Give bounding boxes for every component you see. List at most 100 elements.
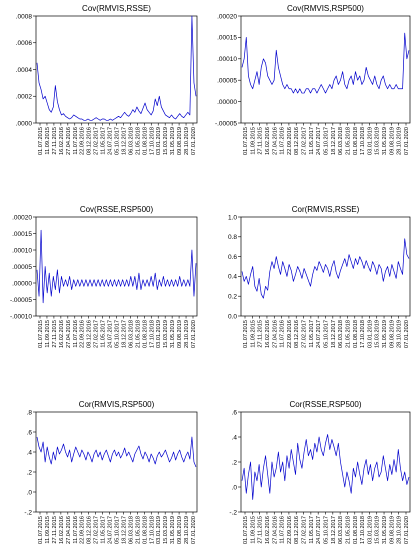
plot-frame: [35, 15, 198, 124]
x-tick-label: 16.02.2016: [59, 516, 65, 544]
x-tick-label: 27.11.2015: [52, 127, 58, 155]
x-tick-label: 11.05.2017: [101, 516, 107, 544]
x-tick-label: 22.09.2016: [287, 127, 293, 155]
chart-panel: Cor(RSSE,RSP500)-.2.0.2.4.601.07.2015 11.…: [229, 400, 411, 544]
y-tick-label: 0.6: [228, 254, 237, 261]
series-line: [36, 15, 197, 121]
x-tick-label: 11.07.2016: [280, 320, 286, 348]
x-tick-label: 24.07.2017: [316, 127, 322, 155]
x-tick-label: 11.09.2015: [250, 127, 256, 155]
series-line: [36, 436, 197, 468]
x-tick-label: 16.02.2016: [265, 320, 271, 348]
x-tick-label: 09.08.2019: [389, 127, 395, 155]
x-tick-label: 27.04.2016: [66, 127, 72, 155]
x-tick-label: 17.10.2018: [149, 516, 155, 544]
y-tick-label: -.00005: [10, 297, 32, 304]
y-tick-label: .0: [232, 484, 238, 491]
y-tick-label: .0004: [16, 67, 33, 74]
y-tick-label: .0: [27, 489, 33, 496]
x-tick-label: 28.10.2019: [184, 127, 190, 155]
y-tick-label: .0006: [16, 40, 33, 47]
y-tick-label: 0.4: [228, 274, 237, 281]
x-tick-label: 06.03.2018: [128, 320, 134, 348]
y-tick-label: .6: [232, 409, 238, 416]
x-tick-label: 21.05.2018: [135, 320, 141, 348]
x-tick-label: 03.01.2019: [156, 320, 162, 348]
x-tick-label: 08.12.2016: [294, 516, 300, 544]
x-tick-label: 11.05.2017: [101, 320, 107, 348]
y-tick-label: .0000: [16, 120, 33, 127]
x-tick-label: 28.10.2019: [184, 516, 190, 544]
x-tick-label: 11.09.2015: [45, 127, 51, 155]
x-tick-label: 31.05.2019: [382, 320, 388, 348]
x-tick-label: 01.07.2015: [243, 127, 249, 155]
x-tick-label: 15.03.2019: [375, 516, 381, 544]
y-tick-label: -.2: [24, 509, 32, 516]
x-tick-label: 16.02.2016: [59, 320, 65, 348]
y-tick-label: .00005: [12, 264, 32, 271]
x-tick-label: 18.12.2017: [331, 516, 337, 544]
x-tick-label: 27.02.2017: [94, 516, 100, 544]
x-tick-label: 15.03.2019: [375, 320, 381, 348]
x-tick-label: 01.07.2015: [243, 320, 249, 348]
x-tick-label: 11.07.2016: [73, 320, 79, 348]
x-tick-label: 06.03.2018: [338, 320, 344, 348]
x-tick-label: 05.10.2017: [324, 320, 330, 348]
plot-frame: [240, 216, 411, 317]
x-tick-label: 11.07.2016: [280, 516, 286, 544]
y-tick-label: -.00005: [215, 120, 237, 127]
x-tick-label: 27.04.2016: [272, 516, 278, 544]
x-tick-label: 11.07.2016: [73, 127, 79, 155]
x-tick-label: 09.08.2019: [389, 516, 395, 544]
x-tick-label: 01.07.2015: [38, 320, 44, 348]
x-tick-label: 27.04.2016: [272, 127, 278, 155]
x-tick-label: 07.01.2020: [404, 516, 410, 544]
x-tick-label: 11.05.2017: [101, 127, 107, 155]
chart-panel: Cor(RMVIS,RSSE) 0.0 0.2 0.4 0.6 0.8 1.0 01.07.2…: [228, 205, 411, 348]
x-tick-label: 27.02.2017: [302, 320, 308, 348]
x-tick-label: 27.04.2016: [66, 320, 72, 348]
y-tick-label: .4: [27, 449, 33, 456]
y-tick-label: .00005: [217, 78, 237, 85]
x-tick-label: 08.12.2016: [294, 320, 300, 348]
y-tick-label: .8: [27, 409, 33, 416]
x-tick-label: 11.09.2015: [45, 320, 51, 348]
x-tick-label: 24.07.2017: [316, 516, 322, 544]
y-tick-label: .00010: [12, 247, 32, 254]
x-tick-label: 08.12.2016: [87, 516, 93, 544]
x-tick-label: 27.11.2015: [258, 516, 264, 544]
y-tick-label: 0.0: [228, 313, 237, 320]
x-tick-label: 09.08.2019: [389, 320, 395, 348]
x-tick-label: 11.05.2017: [309, 320, 315, 348]
x-tick-label: 18.12.2017: [121, 320, 127, 348]
x-tick-label: 18.12.2017: [121, 516, 127, 544]
x-tick-label: 17.10.2018: [360, 320, 366, 348]
y-tick-label: 1.0: [228, 214, 237, 221]
x-tick-label: 21.05.2018: [345, 516, 351, 544]
x-tick-label: 05.10.2017: [115, 516, 121, 544]
x-tick-label: 28.10.2019: [397, 516, 403, 544]
x-tick-label: 31.05.2019: [382, 127, 388, 155]
x-tick-label: 06.03.2018: [338, 516, 344, 544]
x-tick-label: 18.12.2017: [121, 127, 127, 155]
x-tick-label: 01.08.2018: [142, 127, 148, 155]
x-tick-label: 21.05.2018: [135, 516, 141, 544]
x-tick-label: 05.10.2017: [324, 516, 330, 544]
x-tick-label: 03.01.2019: [367, 127, 373, 155]
x-tick-label: 06.03.2018: [128, 516, 134, 544]
x-tick-label: 21.05.2018: [345, 127, 351, 155]
x-tick-label: 07.01.2020: [191, 320, 197, 348]
chart-title: Cor(RSSE,RSP500): [289, 400, 361, 409]
x-tick-label: 08.12.2016: [87, 320, 93, 348]
x-tick-label: 01.08.2018: [142, 516, 148, 544]
y-tick-label: .00015: [217, 35, 237, 42]
chart-panel: Cov(RSSE,RSP500) -.00010 -.00005 .00000 .000…: [10, 205, 198, 348]
x-tick-label: 21.05.2018: [345, 320, 351, 348]
x-tick-label: 11.05.2017: [309, 127, 315, 155]
y-tick-label: .6: [27, 429, 33, 436]
x-tick-label: 24.07.2017: [316, 320, 322, 348]
x-tick-label: 03.01.2019: [156, 516, 162, 544]
x-tick-label: 15.03.2019: [163, 127, 169, 155]
y-tick-label: .2: [232, 459, 238, 466]
